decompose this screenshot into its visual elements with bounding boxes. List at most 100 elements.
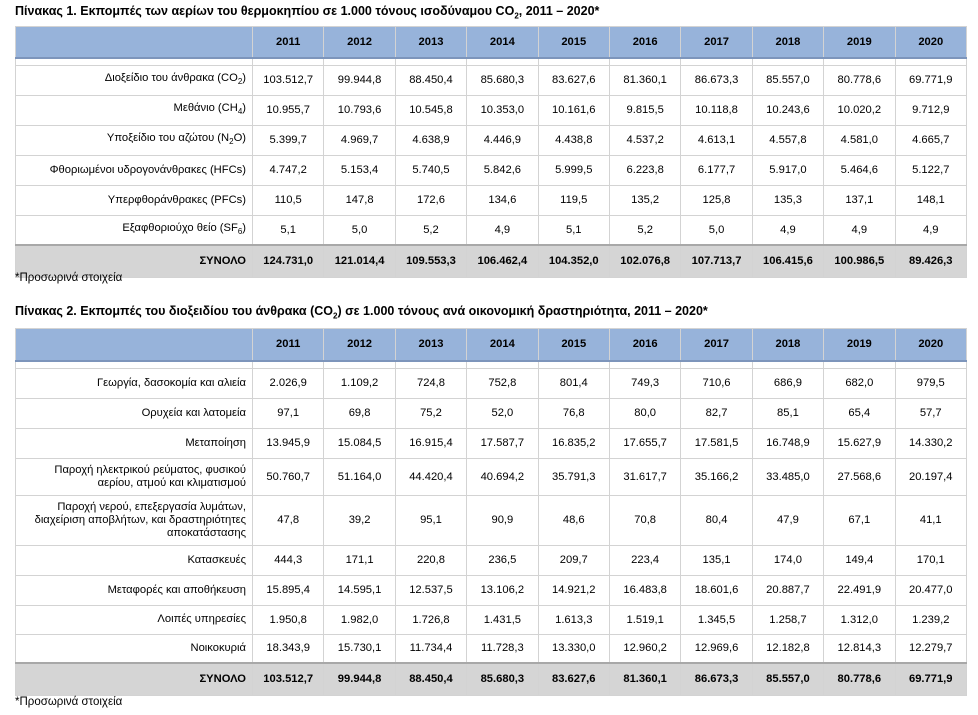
row-label-end: O) [233, 131, 246, 144]
value-cell: 149,4 [823, 544, 896, 576]
year-header: 2020 [894, 328, 968, 362]
value-cell: 4.557,8 [751, 124, 825, 156]
year-header: 2015 [537, 26, 610, 59]
table-row: Μεταποίηση 13.945,9 15.084,5 16.915,4 17.587… [15, 427, 968, 459]
row-label: Λοιπές υπηρεσίες [15, 604, 253, 635]
row-label-text: Υποξείδιο του αζώτου (N [106, 131, 230, 144]
value-cell: 16.835,2 [537, 427, 610, 459]
spacer-cell [323, 360, 396, 369]
value-cell: 5,2 [608, 214, 682, 246]
row-label-subscript: 2 [229, 137, 234, 147]
row-label-text: Γεωργία, δασοκομία και αλιεία [96, 376, 246, 389]
row-label: Παροχή ηλεκτρικού ρεύματος, φυσικού αερί… [15, 457, 253, 496]
value-cell: 69.771,9 [894, 64, 968, 96]
total-value-cell: 88.450,4 [394, 662, 468, 696]
table-row: Γεωργία, δασοκομία και αλιεία 2.026,9 1.10… [15, 367, 968, 399]
value-cell: 12.279,7 [894, 633, 968, 664]
value-cell: 4.613,1 [680, 124, 753, 156]
value-cell: 5,0 [323, 214, 396, 246]
value-cell: 18.601,6 [680, 574, 753, 606]
value-cell: 41,1 [894, 494, 968, 546]
value-cell: 12.182,8 [751, 633, 825, 664]
value-cell: 4.969,7 [323, 124, 396, 156]
value-cell: 1.312,0 [823, 604, 896, 635]
value-cell: 20.197,4 [894, 457, 968, 496]
value-cell: 10.243,6 [751, 94, 825, 126]
row-label: Φθοριωμένοι υδρογονάνθρακες (HFCs) [15, 154, 253, 186]
value-cell: 1.431,5 [466, 604, 539, 635]
row-label: Ορυχεία και λατομεία [15, 397, 253, 429]
row-label-subscript: 2 [237, 77, 243, 87]
value-cell: 12.969,6 [680, 633, 753, 664]
value-cell: 76,8 [537, 397, 610, 429]
value-cell: 223,4 [608, 544, 682, 576]
value-cell: 5,1 [251, 214, 325, 246]
value-cell: 6.223,8 [608, 154, 682, 186]
total-value-cell: 109.553,3 [394, 244, 468, 278]
value-cell: 148,1 [894, 184, 968, 216]
value-cell: 11.728,3 [466, 633, 539, 664]
value-cell: 1.519,1 [608, 604, 682, 635]
value-cell: 125,8 [680, 184, 753, 216]
value-cell: 10.353,0 [466, 94, 539, 126]
spacer-cell [680, 57, 753, 66]
year-header: 2013 [394, 26, 468, 59]
spacer-cell [823, 360, 896, 369]
table-row: Υπερφθοράνθρακες (PFCs) 110,5 147,8 172,6 13… [15, 184, 968, 216]
value-cell: 85,1 [751, 397, 825, 429]
value-cell: 1.726,8 [394, 604, 468, 635]
value-cell: 4.747,2 [251, 154, 325, 186]
value-cell: 13.945,9 [251, 427, 325, 459]
value-cell: 1.950,8 [251, 604, 325, 635]
value-cell: 5,2 [394, 214, 468, 246]
year-header: 2012 [323, 328, 396, 362]
value-cell: 174,0 [751, 544, 825, 576]
row-label-text: Φθοριωμένοι υδρογονάνθρακες (HFCs) [49, 163, 246, 176]
table-row: Εξαφθοριούχο θείο (SF6) 5,1 5,0 5,2 4,9 5,1 5,… [15, 214, 968, 246]
spacer-cell [537, 360, 610, 369]
value-cell: 5.122,7 [894, 154, 968, 186]
spacer-cell [894, 57, 968, 66]
value-cell: 5.399,7 [251, 124, 325, 156]
value-cell: 22.491,9 [823, 574, 896, 606]
value-cell: 83.627,6 [537, 64, 610, 96]
spacer-cell [680, 360, 753, 369]
value-cell: 137,1 [823, 184, 896, 216]
value-cell: 9.712,9 [894, 94, 968, 126]
spacer-cell [894, 360, 968, 369]
value-cell: 172,6 [394, 184, 468, 216]
value-cell: 57,7 [894, 397, 968, 429]
value-cell: 69,8 [323, 397, 396, 429]
value-cell: 5.842,6 [466, 154, 539, 186]
total-row: ΣΥΝΟΛΟ 124.731,0 121.014,4 109.553,3 106.462… [15, 244, 968, 278]
year-header: 2016 [608, 328, 682, 362]
row-label-text: Παροχή ηλεκτρικού ρεύματος, φυσικού αερί… [54, 463, 246, 489]
row-label: Υπερφθοράνθρακες (PFCs) [15, 184, 253, 216]
value-cell: 10.793,6 [323, 94, 396, 126]
year-header: 2017 [680, 26, 753, 59]
value-cell: 10.545,8 [394, 94, 468, 126]
value-cell: 44.420,4 [394, 457, 468, 496]
value-cell: 16.483,8 [608, 574, 682, 606]
row-label-text: Νοικοκυριά [190, 641, 247, 654]
value-cell: 1.613,3 [537, 604, 610, 635]
value-cell: 15.084,5 [323, 427, 396, 459]
table-row: Υποξείδιο του αζώτου (N2O) 5.399,7 4.969,7… [15, 124, 968, 156]
table-row: Λοιπές υπηρεσίες 1.950,8 1.982,0 1.726,8 1.4… [15, 604, 968, 635]
value-cell: 52,0 [466, 397, 539, 429]
table-row: Μεταφορές και αποθήκευση 15.895,4 14.595,1… [15, 574, 968, 606]
spacer-cell [466, 360, 539, 369]
value-cell: 6.177,7 [680, 154, 753, 186]
total-value-cell: 80.778,6 [823, 662, 896, 696]
value-cell: 88.450,4 [394, 64, 468, 96]
value-cell: 86.673,3 [680, 64, 753, 96]
row-label: Μεταφορές και αποθήκευση [15, 574, 253, 606]
table-row: Μεθάνιο (CH4) 10.955,7 10.793,6 10.545,8 10.… [15, 94, 968, 126]
row-label: Νοικοκυριά [15, 633, 253, 664]
spacer-cell [251, 360, 325, 369]
value-cell: 220,8 [394, 544, 468, 576]
row-label-subscript: 4 [237, 107, 243, 117]
value-cell: 18.343,9 [251, 633, 325, 664]
value-cell: 710,6 [680, 367, 753, 399]
table2-caption: Πίνακας 2. Εκπομπές του διοξειδίου του ά… [15, 304, 708, 321]
